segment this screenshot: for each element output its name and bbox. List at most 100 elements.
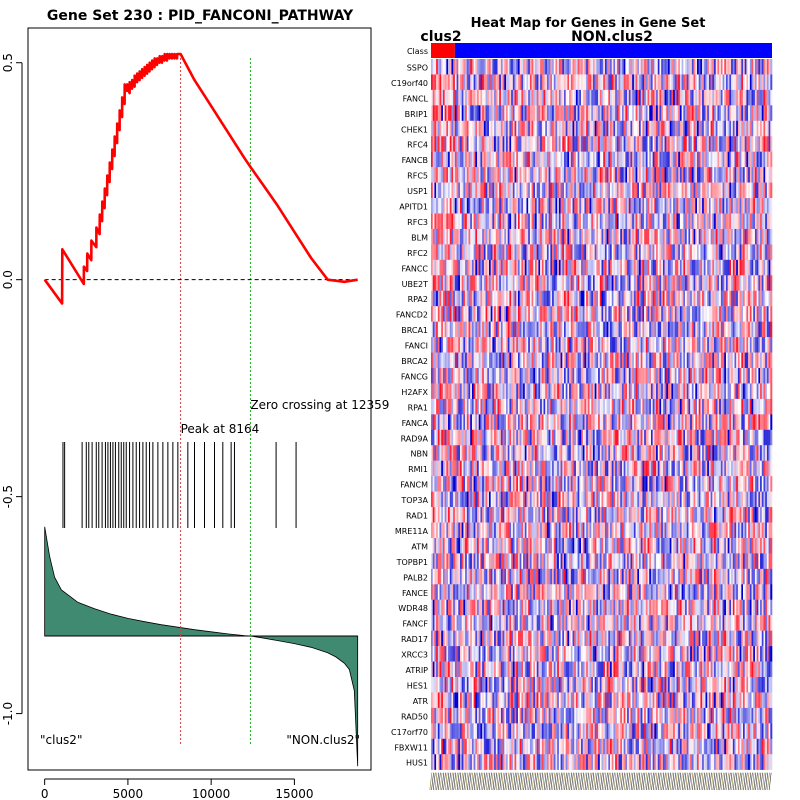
heat-cell — [678, 74, 681, 91]
heat-cell — [637, 167, 640, 183]
heat-cell — [477, 182, 480, 199]
heat-cell — [688, 89, 691, 106]
heat-cell — [477, 337, 480, 353]
heat-cell — [485, 321, 488, 338]
heat-cell — [444, 244, 447, 261]
heat-cell — [758, 213, 761, 230]
heat-cell — [570, 59, 573, 75]
heat-cell — [471, 368, 474, 384]
heat-cell — [657, 259, 660, 276]
heat-cell — [577, 321, 580, 338]
heat-cell — [441, 167, 444, 183]
heat-cell — [480, 429, 483, 446]
heat-cell — [523, 151, 526, 168]
heat-cell — [618, 228, 621, 245]
heat-cell — [497, 414, 500, 430]
heat-cell — [688, 321, 691, 338]
heat-cell — [492, 259, 495, 276]
heat-cell — [553, 198, 556, 214]
heat-cell — [490, 321, 493, 338]
heat-cell — [529, 228, 532, 245]
heat-cell — [688, 414, 691, 430]
heat-cell — [463, 105, 466, 121]
heat-cell — [446, 352, 449, 369]
heat-cell — [441, 352, 444, 369]
heat-cell — [637, 398, 640, 415]
heat-cell — [581, 398, 584, 415]
heat-cell — [584, 275, 587, 291]
heat-cell — [650, 368, 653, 384]
heat-cell — [555, 74, 558, 91]
heat-cell — [497, 213, 500, 230]
heat-cell — [760, 259, 763, 276]
heat-cell — [616, 275, 619, 291]
heat-cell — [647, 368, 650, 384]
heat-cell — [548, 198, 551, 214]
heat-cell — [678, 213, 681, 230]
heat-cell — [517, 352, 520, 369]
heat-cell — [454, 198, 457, 214]
heat-cell — [690, 321, 693, 338]
heat-cell — [538, 120, 541, 137]
heat-cell — [528, 228, 531, 245]
heat-cell — [661, 151, 664, 168]
heat-cell — [495, 198, 498, 214]
heat-cell — [581, 275, 584, 291]
heat-cell — [557, 414, 560, 430]
heat-cell — [480, 259, 483, 276]
heat-cell — [598, 337, 601, 353]
heat-cell — [565, 167, 568, 183]
heat-cell — [519, 290, 522, 307]
heat-cell — [623, 198, 626, 214]
heat-cell — [458, 306, 461, 322]
heat-cell — [575, 182, 578, 199]
heat-cell — [719, 213, 722, 230]
heat-cell — [688, 244, 691, 261]
heat-cell — [766, 105, 769, 121]
heat-cell — [637, 213, 640, 230]
heat-cell — [763, 321, 766, 338]
heat-cell — [604, 398, 607, 415]
heat-cell — [664, 383, 667, 400]
heat-cell — [444, 290, 447, 307]
heat-cell — [650, 151, 653, 168]
heat-cell — [633, 89, 636, 106]
heat-cell — [579, 352, 582, 369]
heat-cell — [739, 398, 742, 415]
heat-cell — [454, 89, 457, 106]
heat-cell — [635, 151, 638, 168]
heat-cell — [664, 59, 667, 75]
heat-cell — [758, 337, 761, 353]
heat-cell — [432, 352, 435, 369]
heat-cell — [708, 151, 711, 168]
heat-cell — [531, 275, 534, 291]
heat-cell — [473, 59, 476, 75]
heat-cell — [765, 105, 768, 121]
heat-cell — [661, 414, 664, 430]
heat-cell — [517, 259, 520, 276]
heat-cell — [531, 120, 534, 137]
heat-cell — [502, 414, 505, 430]
heat-cell — [494, 414, 497, 430]
heat-cell — [517, 228, 520, 245]
heat-cell — [613, 398, 616, 415]
heat-cell — [533, 306, 536, 322]
heat-cell — [451, 429, 454, 446]
heat-cell — [703, 290, 706, 307]
heat-cell — [594, 59, 597, 75]
heat-cell — [449, 151, 452, 168]
heat-cell — [676, 352, 679, 369]
heat-cell — [587, 59, 590, 75]
heat-cell — [516, 182, 519, 199]
heat-cell — [533, 228, 536, 245]
heat-cell — [608, 198, 611, 214]
heat-cell — [579, 368, 582, 384]
heat-cell — [502, 228, 505, 245]
heat-cell — [666, 228, 669, 245]
heat-cell — [500, 182, 503, 199]
heat-cell — [746, 74, 749, 91]
heat-cell — [477, 167, 480, 183]
heat-map-row — [431, 398, 773, 415]
heat-cell — [490, 383, 493, 400]
heat-cell — [736, 105, 739, 121]
